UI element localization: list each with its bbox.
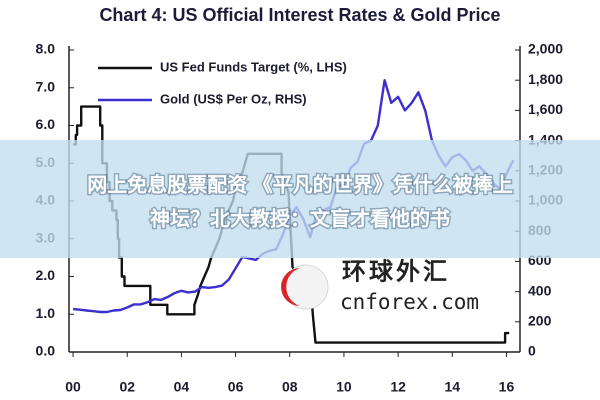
legend-label: US Fed Funds Target (%, LHS) <box>160 59 347 74</box>
chart-title: Chart 4: US Official Interest Rates & Go… <box>99 5 500 25</box>
y2-tick-label: 1,600 <box>528 101 563 117</box>
watermark-logo <box>281 268 300 306</box>
x-tick-label: 12 <box>390 379 406 395</box>
headline: 网上免息股票配资 《平凡的世界》凭什么被捧上 <box>87 172 513 196</box>
headline: 神坛？北大教授：文盲才看他的书 <box>150 206 450 230</box>
y-tick-label: 6.0 <box>36 116 56 132</box>
watermark-site: cnforex.com <box>340 290 479 314</box>
legend-label: Gold (US$ Per Oz, RHS) <box>160 91 307 106</box>
x-tick-label: 08 <box>282 379 298 395</box>
x-tick-label: 16 <box>499 379 515 395</box>
y2-tick-label: 400 <box>528 282 552 298</box>
y2-tick-label: 2,000 <box>528 41 563 57</box>
watermark-name: 环球外汇 <box>342 257 450 285</box>
x-tick-label: 00 <box>65 379 81 395</box>
y2-tick-label: 200 <box>528 313 552 329</box>
y-tick-label: 2.0 <box>36 267 56 283</box>
y2-tick-label: 1,800 <box>528 71 563 87</box>
x-tick-label: 10 <box>336 379 352 395</box>
x-tick-label: 02 <box>119 379 135 395</box>
overlay: 网上免息股票配资 《平凡的世界》凭什么被捧上 神坛？北大教授：文盲才看他的书 环… <box>0 140 600 314</box>
x-tick-label: 14 <box>444 379 460 395</box>
y-tick-label: 7.0 <box>36 78 56 94</box>
overlay-band <box>0 140 600 258</box>
y-tick-label: 8.0 <box>36 41 56 57</box>
y-tick-label: 1.0 <box>36 305 56 321</box>
y2-tick-label: 0 <box>528 343 536 359</box>
x-tick-label: 06 <box>228 379 244 395</box>
y-tick-label: 0.0 <box>36 343 56 359</box>
x-tick-label: 04 <box>174 379 190 395</box>
